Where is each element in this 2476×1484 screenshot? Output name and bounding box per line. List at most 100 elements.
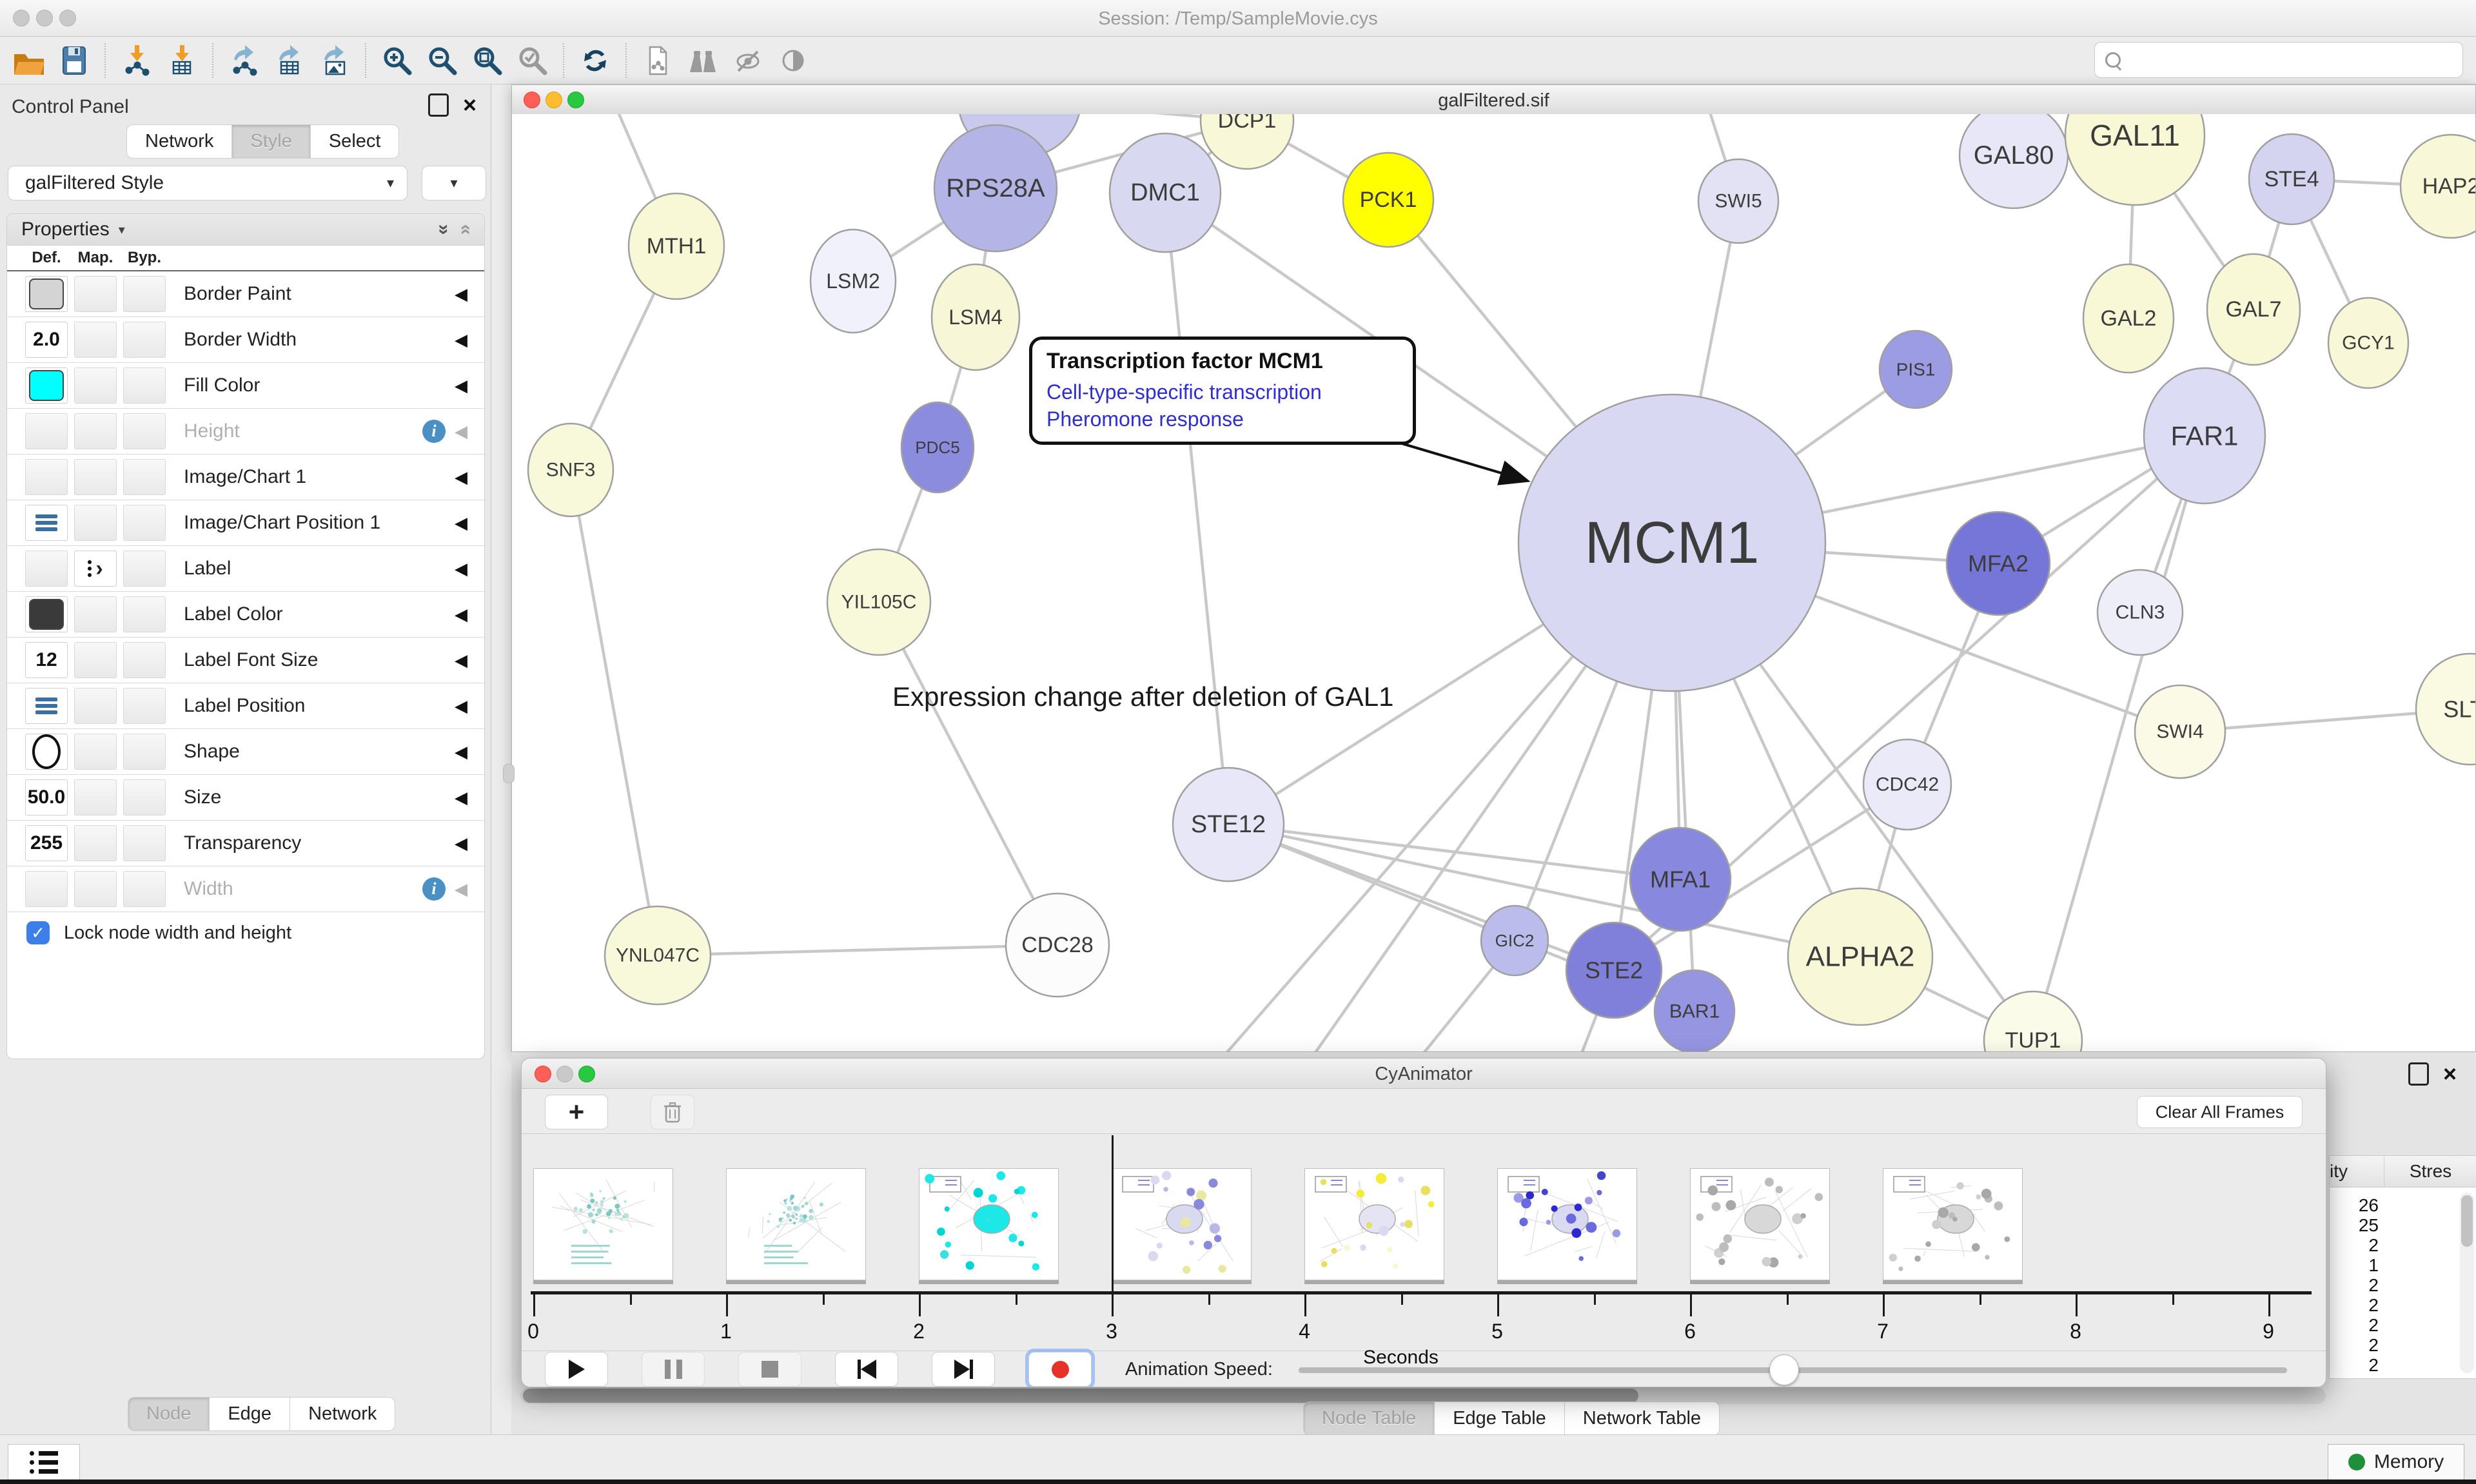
mapping-cell[interactable] — [74, 322, 117, 358]
default-value-cell[interactable] — [25, 459, 68, 495]
table-column-header[interactable]: Stres — [2384, 1156, 2476, 1187]
bypass-cell[interactable] — [123, 551, 166, 587]
close-window-icon[interactable] — [13, 10, 30, 26]
node-ALPHA2[interactable]: ALPHA2 — [1787, 887, 1934, 1026]
find-binoculars-icon[interactable] — [683, 41, 723, 81]
mapping-cell[interactable] — [74, 596, 117, 632]
search-input[interactable] — [2128, 49, 2462, 71]
node-MTH1[interactable]: MTH1 — [627, 192, 725, 300]
mapping-cell[interactable] — [74, 734, 117, 770]
default-value-cell[interactable] — [25, 688, 68, 724]
expand-row-icon[interactable]: ◀ — [455, 513, 467, 532]
expand-row-icon[interactable]: ◀ — [455, 421, 467, 441]
add-frame-button[interactable]: + — [545, 1095, 608, 1129]
tab-node[interactable]: Node — [128, 1397, 210, 1431]
info-icon[interactable]: i — [422, 877, 446, 901]
expand-row-icon[interactable]: ◀ — [455, 604, 467, 624]
info-icon[interactable]: i — [422, 420, 446, 443]
node-PCK1[interactable]: PCK1 — [1342, 151, 1435, 248]
record-button[interactable] — [1028, 1352, 1092, 1387]
refresh-icon[interactable] — [575, 41, 615, 81]
pause-button[interactable] — [642, 1352, 705, 1387]
zoom-out-icon[interactable] — [422, 41, 462, 81]
node-DCP1[interactable]: DCP1 — [1199, 114, 1295, 170]
style-selector[interactable]: galFiltered Style ▾ — [8, 166, 408, 200]
table-cell[interactable]: 1 — [2368, 1255, 2379, 1275]
table-cell[interactable]: 2 — [2368, 1355, 2379, 1375]
bypass-cell[interactable] — [123, 825, 166, 861]
node-TUP1[interactable]: TUP1 — [1983, 990, 2083, 1051]
node-SNF3[interactable]: SNF3 — [527, 422, 614, 518]
default-value-cell[interactable]: 50.0 — [25, 779, 68, 815]
zoom-selected-icon[interactable] — [513, 41, 553, 81]
save-session-icon[interactable] — [54, 41, 94, 81]
mapping-cell[interactable] — [74, 459, 117, 495]
table-cell[interactable]: 25 — [2358, 1215, 2379, 1235]
bypass-cell[interactable] — [123, 505, 166, 541]
maximize-window-icon[interactable] — [578, 1066, 595, 1082]
minimize-window-icon[interactable] — [36, 10, 53, 26]
node-CDC28[interactable]: CDC28 — [1005, 892, 1110, 998]
import-network-icon[interactable] — [117, 41, 157, 81]
node-SWI4[interactable]: SWI4 — [2134, 684, 2226, 779]
node-RPS28A[interactable]: RPS28A — [933, 124, 1058, 253]
default-value-cell[interactable] — [25, 276, 68, 312]
tab-style[interactable]: Style — [232, 124, 311, 159]
table-cell[interactable]: 2 — [2368, 1315, 2379, 1335]
mapping-cell[interactable] — [74, 779, 117, 815]
expand-all-icon[interactable]: » — [433, 224, 455, 235]
export-network-icon[interactable] — [224, 41, 264, 81]
default-value-cell[interactable] — [25, 734, 68, 770]
default-value-cell[interactable] — [25, 871, 68, 907]
table-column-header[interactable]: ity — [2330, 1161, 2348, 1181]
bypass-cell[interactable] — [123, 322, 166, 358]
timeline-frame-7[interactable] — [1883, 1168, 2023, 1280]
bypass-cell[interactable] — [123, 734, 166, 770]
open-session-icon[interactable] — [9, 41, 49, 81]
mapping-cell[interactable] — [74, 825, 117, 861]
tab-network[interactable]: Network — [290, 1397, 396, 1431]
default-value-cell[interactable] — [25, 596, 68, 632]
timeline-frame-1[interactable] — [726, 1168, 866, 1280]
node-YNL047C[interactable]: YNL047C — [604, 905, 712, 1006]
bypass-cell[interactable] — [123, 642, 166, 678]
mapping-cell[interactable] — [74, 413, 117, 449]
node-GAL80[interactable]: GAL80 — [1958, 114, 2069, 210]
timeline-frame-5[interactable] — [1497, 1168, 1637, 1280]
network-document-icon[interactable] — [638, 41, 678, 81]
tab-edge-table[interactable]: Edge Table — [1435, 1401, 1565, 1436]
default-value-cell[interactable] — [25, 505, 68, 541]
bypass-cell[interactable] — [123, 459, 166, 495]
export-table-icon[interactable] — [270, 41, 310, 81]
node-CLN3[interactable]: CLN3 — [2096, 569, 2184, 656]
table-cell[interactable]: 2 — [2368, 1235, 2379, 1255]
node-STE12[interactable]: STE12 — [1172, 766, 1285, 883]
node-GAL2[interactable]: GAL2 — [2082, 263, 2175, 374]
bypass-cell[interactable] — [123, 367, 166, 404]
timeline-playhead[interactable] — [1112, 1135, 1114, 1293]
default-value-cell[interactable] — [25, 551, 68, 587]
timeline-frame-4[interactable] — [1304, 1168, 1444, 1280]
delete-frame-button[interactable] — [651, 1095, 694, 1129]
expand-row-icon[interactable]: ◀ — [455, 879, 467, 899]
expand-row-icon[interactable]: ◀ — [455, 558, 467, 578]
expand-row-icon[interactable]: ◀ — [455, 833, 467, 853]
close-panel-icon[interactable]: × — [2442, 1060, 2457, 1087]
mapping-cell[interactable] — [74, 688, 117, 724]
maximize-window-icon[interactable] — [567, 92, 584, 108]
mapping-cell[interactable] — [74, 367, 117, 404]
memory-button[interactable]: Memory — [2328, 1444, 2464, 1480]
node-STE4[interactable]: STE4 — [2248, 133, 2335, 226]
mapping-cell[interactable] — [74, 871, 117, 907]
zoom-in-icon[interactable] — [377, 41, 417, 81]
node-DMC1[interactable]: DMC1 — [1108, 132, 1222, 253]
expand-row-icon[interactable]: ◀ — [455, 375, 467, 395]
contrast-icon[interactable] — [773, 41, 813, 81]
table-cell[interactable]: 26 — [2358, 1195, 2379, 1215]
node-HAP2[interactable]: HAP2 — [2399, 133, 2475, 239]
skip-to-end-button[interactable] — [932, 1352, 995, 1387]
stop-button[interactable] — [738, 1352, 801, 1387]
timeline-frame-0[interactable] — [533, 1168, 673, 1280]
timeline-frame-2[interactable] — [919, 1168, 1059, 1280]
table-scrollbar[interactable] — [2460, 1193, 2474, 1373]
